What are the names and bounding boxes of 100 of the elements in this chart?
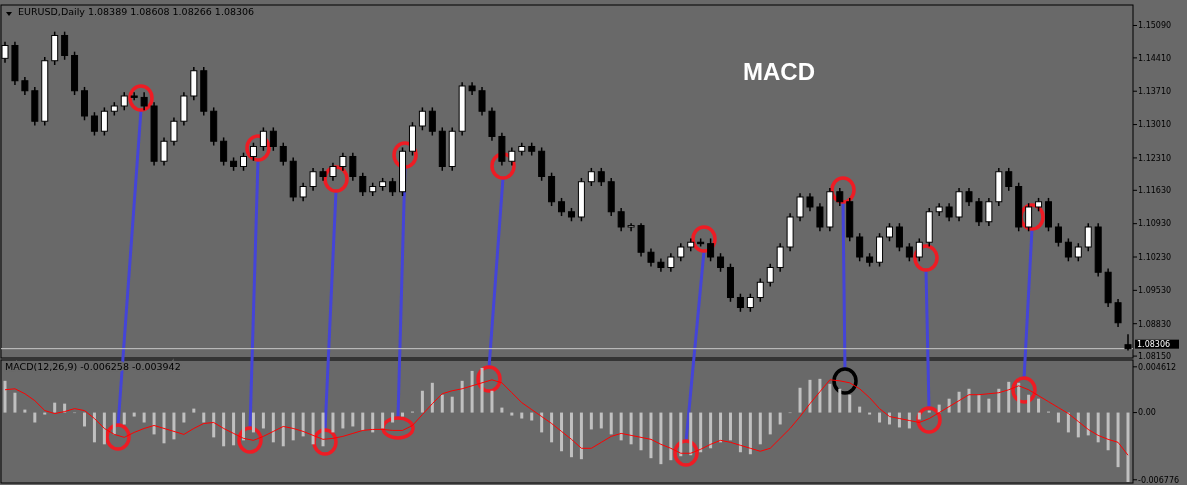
bar — [112, 412, 116, 435]
ref-line-label: 1.08306 — [1137, 339, 1171, 349]
bar — [957, 391, 961, 413]
bar — [768, 412, 772, 435]
candlestick — [746, 292, 754, 313]
bar — [261, 412, 265, 429]
bar — [311, 412, 315, 445]
candlestick — [717, 252, 725, 273]
bar — [748, 412, 752, 455]
candlestick — [736, 292, 744, 313]
candlestick — [895, 222, 903, 253]
y-tick-label: 1.12310 — [1138, 153, 1172, 163]
candlestick — [279, 141, 287, 167]
candlestick — [1084, 222, 1092, 253]
bar — [401, 412, 405, 417]
bar — [391, 412, 395, 423]
y-tick-label: 1.08830 — [1138, 319, 1172, 329]
bar — [470, 370, 474, 413]
bar — [808, 379, 812, 413]
bar — [569, 412, 573, 458]
candlestick — [776, 242, 784, 273]
bar — [202, 412, 206, 423]
candlestick — [21, 76, 29, 96]
candlestick — [965, 187, 973, 207]
bar — [778, 412, 782, 425]
candlestick — [1005, 167, 1013, 192]
bar — [659, 412, 663, 465]
bar — [917, 412, 921, 420]
candlestick — [905, 242, 913, 263]
bar — [1126, 412, 1130, 483]
bar — [222, 412, 226, 447]
candlestick — [170, 116, 178, 147]
bar — [560, 412, 564, 452]
bar — [430, 382, 434, 413]
bar — [172, 412, 176, 440]
candlestick — [359, 171, 367, 197]
bar — [321, 412, 325, 447]
bar — [728, 412, 732, 441]
bar — [1116, 412, 1120, 468]
bar — [530, 412, 534, 421]
candlestick — [667, 252, 675, 273]
candlestick — [1074, 242, 1082, 263]
candlestick — [140, 91, 148, 112]
bar — [341, 412, 345, 429]
bar — [23, 409, 27, 413]
candlestick — [806, 192, 814, 213]
bar — [450, 396, 454, 413]
bar — [828, 383, 832, 413]
bar — [758, 412, 762, 445]
candlestick — [647, 247, 655, 268]
candlestick — [945, 202, 953, 223]
candlestick — [478, 86, 486, 117]
bar — [1086, 412, 1090, 436]
candlestick — [389, 177, 397, 197]
bar — [53, 402, 57, 413]
bar — [669, 412, 673, 461]
candlestick — [329, 161, 337, 182]
bar — [858, 406, 862, 413]
bar — [550, 412, 554, 443]
bar — [301, 412, 305, 437]
candlestick — [1064, 237, 1072, 263]
bar — [510, 412, 514, 416]
candlestick — [120, 91, 128, 112]
bar — [440, 394, 444, 413]
bar — [480, 367, 484, 413]
bar — [371, 412, 375, 433]
bar — [798, 387, 802, 413]
bar — [1037, 398, 1041, 413]
bar — [609, 412, 613, 435]
bar — [838, 388, 842, 413]
bar — [212, 412, 216, 438]
bar — [699, 412, 703, 453]
candlestick — [756, 277, 764, 303]
bar — [629, 412, 633, 445]
y-tick-label: 1.11630 — [1138, 186, 1172, 196]
bar — [709, 412, 713, 449]
bar — [719, 412, 723, 443]
candlestick — [240, 151, 248, 172]
candlestick — [339, 151, 347, 172]
y-tick-label: 1.10930 — [1138, 219, 1172, 229]
candlestick — [707, 237, 715, 263]
candlestick — [299, 181, 307, 203]
candlestick — [1114, 298, 1122, 328]
bar — [490, 390, 494, 413]
y-tick-label: 1.15090 — [1138, 21, 1172, 31]
bar — [251, 412, 255, 433]
bar — [1056, 412, 1060, 423]
candlestick — [617, 207, 625, 233]
candlestick — [558, 197, 566, 217]
bar — [291, 412, 295, 441]
bar — [192, 408, 196, 413]
bar — [589, 412, 593, 430]
bar — [520, 412, 524, 419]
candlestick — [677, 242, 685, 263]
candlestick — [985, 197, 993, 227]
candlestick — [428, 106, 436, 137]
bar — [83, 412, 86, 427]
candlestick — [61, 30, 69, 61]
candlestick — [915, 237, 923, 263]
candlestick — [100, 106, 108, 137]
